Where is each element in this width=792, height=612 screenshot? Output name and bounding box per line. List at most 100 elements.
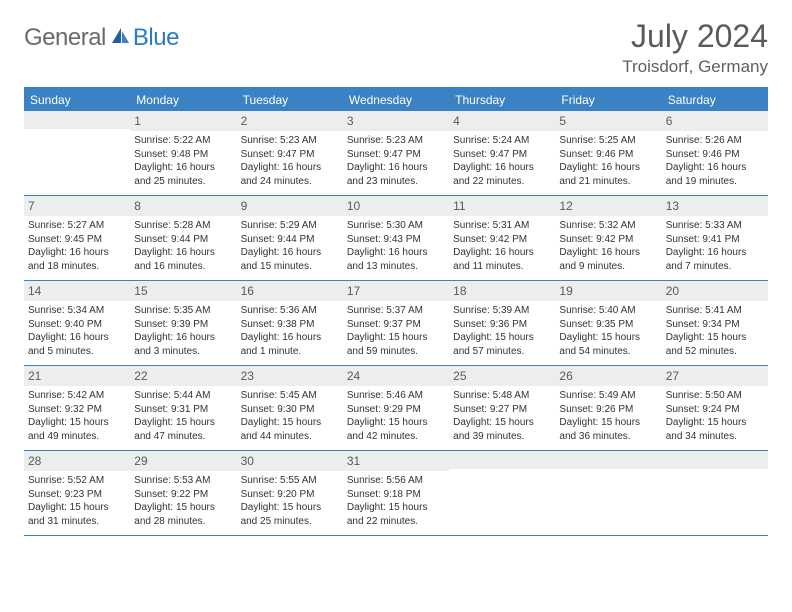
calendar-cell: 7Sunrise: 5:27 AMSunset: 9:45 PMDaylight… xyxy=(24,196,130,280)
calendar-cell: 9Sunrise: 5:29 AMSunset: 9:44 PMDaylight… xyxy=(237,196,343,280)
daylight-text: Daylight: 15 hours and 25 minutes. xyxy=(241,501,339,528)
calendar-cell: 13Sunrise: 5:33 AMSunset: 9:41 PMDayligh… xyxy=(662,196,768,280)
calendar-cell: 29Sunrise: 5:53 AMSunset: 9:22 PMDayligh… xyxy=(130,451,236,535)
sunrise-text: Sunrise: 5:35 AM xyxy=(134,304,232,318)
daylight-text: Daylight: 16 hours and 16 minutes. xyxy=(134,246,232,273)
date-number: 5 xyxy=(555,111,661,131)
sunrise-text: Sunrise: 5:28 AM xyxy=(134,219,232,233)
calendar-cell xyxy=(449,451,555,535)
sunrise-text: Sunrise: 5:52 AM xyxy=(28,474,126,488)
header: General Blue July 2024 Troisdorf, German… xyxy=(24,18,768,77)
sunrise-text: Sunrise: 5:37 AM xyxy=(347,304,445,318)
calendar-cell: 26Sunrise: 5:49 AMSunset: 9:26 PMDayligh… xyxy=(555,366,661,450)
daylight-text: Daylight: 15 hours and 44 minutes. xyxy=(241,416,339,443)
sunrise-text: Sunrise: 5:44 AM xyxy=(134,389,232,403)
logo: General Blue xyxy=(24,24,179,52)
sunrise-text: Sunrise: 5:24 AM xyxy=(453,134,551,148)
calendar-cell: 3Sunrise: 5:23 AMSunset: 9:47 PMDaylight… xyxy=(343,111,449,195)
sunset-text: Sunset: 9:44 PM xyxy=(134,233,232,247)
date-number: 23 xyxy=(237,366,343,386)
sunset-text: Sunset: 9:37 PM xyxy=(347,318,445,332)
logo-text-general: General xyxy=(24,24,106,52)
calendar-cell: 8Sunrise: 5:28 AMSunset: 9:44 PMDaylight… xyxy=(130,196,236,280)
sunrise-text: Sunrise: 5:41 AM xyxy=(666,304,764,318)
sunrise-text: Sunrise: 5:33 AM xyxy=(666,219,764,233)
sunset-text: Sunset: 9:29 PM xyxy=(347,403,445,417)
sunrise-text: Sunrise: 5:26 AM xyxy=(666,134,764,148)
daylight-text: Daylight: 16 hours and 23 minutes. xyxy=(347,161,445,188)
daylight-text: Daylight: 15 hours and 59 minutes. xyxy=(347,331,445,358)
sunset-text: Sunset: 9:47 PM xyxy=(241,148,339,162)
daylight-text: Daylight: 16 hours and 13 minutes. xyxy=(347,246,445,273)
title-block: July 2024 Troisdorf, Germany xyxy=(622,18,768,77)
calendar-week: 1Sunrise: 5:22 AMSunset: 9:48 PMDaylight… xyxy=(24,111,768,196)
sunrise-text: Sunrise: 5:25 AM xyxy=(559,134,657,148)
sunset-text: Sunset: 9:40 PM xyxy=(28,318,126,332)
daylight-text: Daylight: 15 hours and 54 minutes. xyxy=(559,331,657,358)
calendar-cell: 19Sunrise: 5:40 AMSunset: 9:35 PMDayligh… xyxy=(555,281,661,365)
daylight-text: Daylight: 16 hours and 22 minutes. xyxy=(453,161,551,188)
calendar-cell: 21Sunrise: 5:42 AMSunset: 9:32 PMDayligh… xyxy=(24,366,130,450)
calendar-week: 14Sunrise: 5:34 AMSunset: 9:40 PMDayligh… xyxy=(24,281,768,366)
sunrise-text: Sunrise: 5:23 AM xyxy=(347,134,445,148)
date-number: 30 xyxy=(237,451,343,471)
calendar-cell: 24Sunrise: 5:46 AMSunset: 9:29 PMDayligh… xyxy=(343,366,449,450)
day-label: Tuesday xyxy=(237,89,343,111)
sunrise-text: Sunrise: 5:29 AM xyxy=(241,219,339,233)
sunrise-text: Sunrise: 5:56 AM xyxy=(347,474,445,488)
daylight-text: Daylight: 15 hours and 52 minutes. xyxy=(666,331,764,358)
daylight-text: Daylight: 16 hours and 7 minutes. xyxy=(666,246,764,273)
calendar-cell: 2Sunrise: 5:23 AMSunset: 9:47 PMDaylight… xyxy=(237,111,343,195)
sunset-text: Sunset: 9:41 PM xyxy=(666,233,764,247)
day-label: Monday xyxy=(130,89,236,111)
sunrise-text: Sunrise: 5:45 AM xyxy=(241,389,339,403)
date-number: 26 xyxy=(555,366,661,386)
daylight-text: Daylight: 16 hours and 3 minutes. xyxy=(134,331,232,358)
sunset-text: Sunset: 9:30 PM xyxy=(241,403,339,417)
sunset-text: Sunset: 9:31 PM xyxy=(134,403,232,417)
day-header-row: Sunday Monday Tuesday Wednesday Thursday… xyxy=(24,89,768,111)
calendar: Sunday Monday Tuesday Wednesday Thursday… xyxy=(24,87,768,536)
calendar-cell: 20Sunrise: 5:41 AMSunset: 9:34 PMDayligh… xyxy=(662,281,768,365)
date-number: 29 xyxy=(130,451,236,471)
sunset-text: Sunset: 9:38 PM xyxy=(241,318,339,332)
date-number: 7 xyxy=(24,196,130,216)
sunset-text: Sunset: 9:24 PM xyxy=(666,403,764,417)
date-number: 10 xyxy=(343,196,449,216)
sunrise-text: Sunrise: 5:53 AM xyxy=(134,474,232,488)
calendar-cell: 17Sunrise: 5:37 AMSunset: 9:37 PMDayligh… xyxy=(343,281,449,365)
calendar-week: 28Sunrise: 5:52 AMSunset: 9:23 PMDayligh… xyxy=(24,451,768,536)
sunset-text: Sunset: 9:36 PM xyxy=(453,318,551,332)
sunset-text: Sunset: 9:26 PM xyxy=(559,403,657,417)
calendar-cell: 22Sunrise: 5:44 AMSunset: 9:31 PMDayligh… xyxy=(130,366,236,450)
date-number xyxy=(24,111,130,129)
sunset-text: Sunset: 9:47 PM xyxy=(347,148,445,162)
calendar-cell: 31Sunrise: 5:56 AMSunset: 9:18 PMDayligh… xyxy=(343,451,449,535)
sunset-text: Sunset: 9:46 PM xyxy=(559,148,657,162)
sunrise-text: Sunrise: 5:49 AM xyxy=(559,389,657,403)
sunrise-text: Sunrise: 5:39 AM xyxy=(453,304,551,318)
daylight-text: Daylight: 16 hours and 24 minutes. xyxy=(241,161,339,188)
daylight-text: Daylight: 15 hours and 57 minutes. xyxy=(453,331,551,358)
calendar-cell: 30Sunrise: 5:55 AMSunset: 9:20 PMDayligh… xyxy=(237,451,343,535)
sunset-text: Sunset: 9:35 PM xyxy=(559,318,657,332)
calendar-cell: 25Sunrise: 5:48 AMSunset: 9:27 PMDayligh… xyxy=(449,366,555,450)
location-title: Troisdorf, Germany xyxy=(622,57,768,77)
calendar-cell: 28Sunrise: 5:52 AMSunset: 9:23 PMDayligh… xyxy=(24,451,130,535)
date-number: 2 xyxy=(237,111,343,131)
calendar-cell: 18 Sunrise: 5:39 AMSunset: 9:36 PMDayligh… xyxy=(449,281,555,365)
daylight-text: Daylight: 16 hours and 21 minutes. xyxy=(559,161,657,188)
calendar-week: 7Sunrise: 5:27 AMSunset: 9:45 PMDaylight… xyxy=(24,196,768,281)
date-number: 27 xyxy=(662,366,768,386)
daylight-text: Daylight: 16 hours and 1 minute. xyxy=(241,331,339,358)
sunrise-text: Sunrise: 5:22 AM xyxy=(134,134,232,148)
sunset-text: Sunset: 9:32 PM xyxy=(28,403,126,417)
calendar-cell: 1Sunrise: 5:22 AMSunset: 9:48 PMDaylight… xyxy=(130,111,236,195)
month-title: July 2024 xyxy=(622,18,768,55)
day-label: Saturday xyxy=(662,89,768,111)
calendar-cell xyxy=(24,111,130,195)
calendar-cell: 5 Sunrise: 5:25 AMSunset: 9:46 PMDaylight… xyxy=(555,111,661,195)
sunset-text: Sunset: 9:47 PM xyxy=(453,148,551,162)
date-number: 18 xyxy=(449,281,555,301)
calendar-week: 21Sunrise: 5:42 AMSunset: 9:32 PMDayligh… xyxy=(24,366,768,451)
